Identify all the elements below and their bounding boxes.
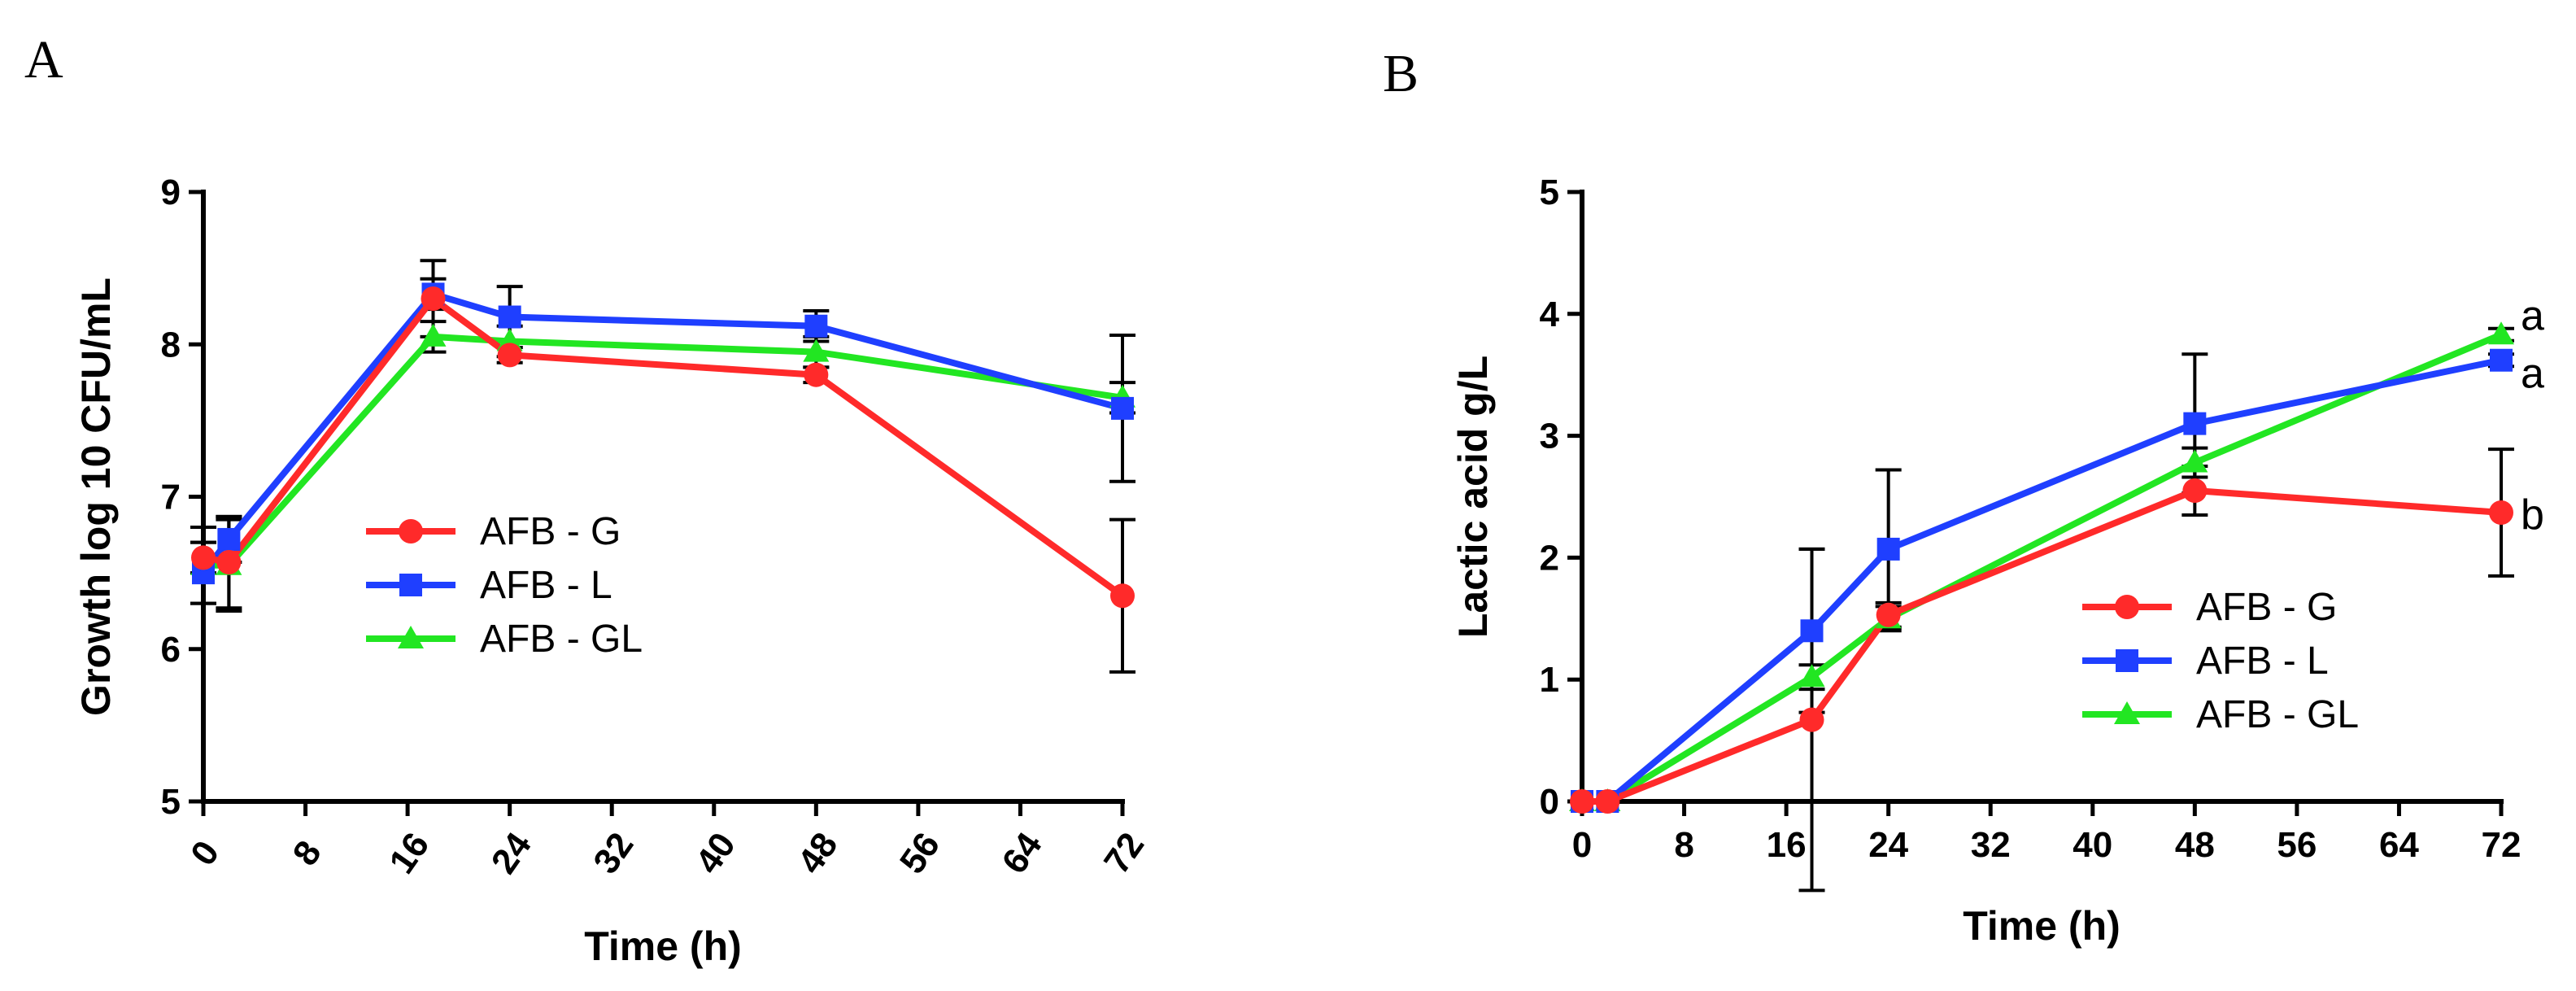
legend-marker — [399, 574, 422, 596]
data-point — [216, 550, 242, 575]
data-point — [2488, 321, 2514, 345]
data-point — [498, 305, 521, 329]
data-point — [420, 323, 447, 347]
x-tick-label: 16 — [381, 826, 437, 881]
data-point — [804, 314, 828, 338]
data-point — [2489, 500, 2513, 525]
significance-label: b — [2521, 491, 2544, 539]
data-point — [191, 545, 216, 570]
x-tick-label: 72 — [2482, 825, 2522, 865]
y-axis-title: Lactic acid g/L — [1450, 356, 1496, 638]
significance-label: a — [2521, 351, 2544, 398]
legend-marker — [399, 519, 423, 544]
legend-label: AFB - L — [480, 564, 612, 607]
data-point — [217, 527, 241, 551]
y-tick-label: 2 — [1540, 538, 1559, 578]
data-point — [421, 286, 446, 312]
x-tick-label: 48 — [2175, 825, 2215, 865]
data-point — [2183, 412, 2207, 435]
panel-label: B — [1383, 44, 1419, 103]
legend-label: AFB - G — [480, 510, 621, 553]
x-tick-label: 8 — [1674, 825, 1693, 865]
data-point — [1799, 707, 1824, 732]
data-point — [1800, 619, 1824, 643]
x-tick-label: 64 — [2379, 825, 2419, 865]
panel-label: A — [24, 30, 63, 89]
y-tick-label: 3 — [1540, 417, 1559, 456]
y-tick-label: 5 — [1540, 172, 1559, 212]
x-tick-label: 72 — [1096, 826, 1152, 881]
data-point — [1595, 789, 1620, 814]
x-tick-label: 56 — [2277, 825, 2317, 865]
y-axis-title: Growth log 10 CFU/mL — [73, 277, 119, 716]
data-point — [1111, 396, 1134, 420]
y-tick-label: 5 — [161, 782, 181, 822]
legend-label: AFB - GL — [2196, 693, 2359, 736]
legend: AFB - G AFB - L AFB - GL — [366, 510, 643, 661]
x-tick-label: 0 — [1572, 825, 1592, 865]
data-point — [1876, 602, 1901, 627]
x-tick-label: 8 — [285, 834, 329, 873]
legend-marker — [2114, 701, 2140, 724]
data-point — [497, 343, 522, 368]
data-point — [2490, 348, 2513, 372]
x-axis-title: Time (h) — [1963, 903, 2121, 949]
x-tick-label: 32 — [1971, 825, 2011, 865]
y-tick-label: 4 — [1540, 295, 1560, 334]
significance-label: a — [2521, 292, 2544, 339]
x-axis-title: Time (h) — [584, 923, 742, 969]
data-point — [804, 362, 829, 387]
y-tick-label: 7 — [161, 478, 181, 517]
data-point — [2182, 478, 2208, 504]
legend: AFB - G AFB - L AFB - GL — [2082, 586, 2359, 736]
x-tick-label: 56 — [892, 826, 948, 881]
data-point — [2182, 449, 2208, 473]
x-tick-label: 64 — [994, 825, 1050, 881]
legend-marker — [2115, 595, 2139, 619]
x-tick-label: 40 — [688, 826, 743, 881]
legend-label: AFB - G — [2196, 586, 2337, 629]
legend-marker — [2116, 649, 2138, 672]
data-point — [1110, 583, 1135, 609]
x-tick-label: 24 — [484, 825, 540, 881]
data-point — [1876, 537, 1900, 561]
chart-panel-b: B 0 1 2 3 4 5 0 8 16 24 32 40 48 56 64 72 Lactic acid g/L… — [1383, 44, 2544, 949]
series-line-afb-gl — [1582, 331, 2503, 805]
x-tick-label: 16 — [1767, 825, 1807, 865]
data-point — [1570, 789, 1594, 814]
y-tick-label: 0 — [1540, 782, 1559, 822]
legend-marker — [398, 626, 424, 648]
legend-label: AFB - L — [2196, 640, 2329, 683]
y-tick-label: 8 — [161, 325, 181, 365]
data-point — [1798, 664, 1825, 688]
legend-label: AFB - GL — [480, 618, 643, 661]
x-tick-label: 48 — [790, 826, 845, 881]
x-tick-label: 0 — [183, 834, 227, 873]
data-point — [803, 338, 830, 362]
x-tick-label: 24 — [1868, 825, 1908, 865]
y-tick-label: 1 — [1540, 660, 1559, 700]
series-line-afb-g — [203, 295, 1125, 599]
x-tick-label: 40 — [2073, 825, 2112, 865]
x-tick-label: 32 — [586, 826, 641, 881]
y-tick-label: 6 — [161, 630, 181, 670]
y-tick-label: 9 — [161, 172, 181, 212]
series-line-afb-l — [200, 290, 1124, 575]
